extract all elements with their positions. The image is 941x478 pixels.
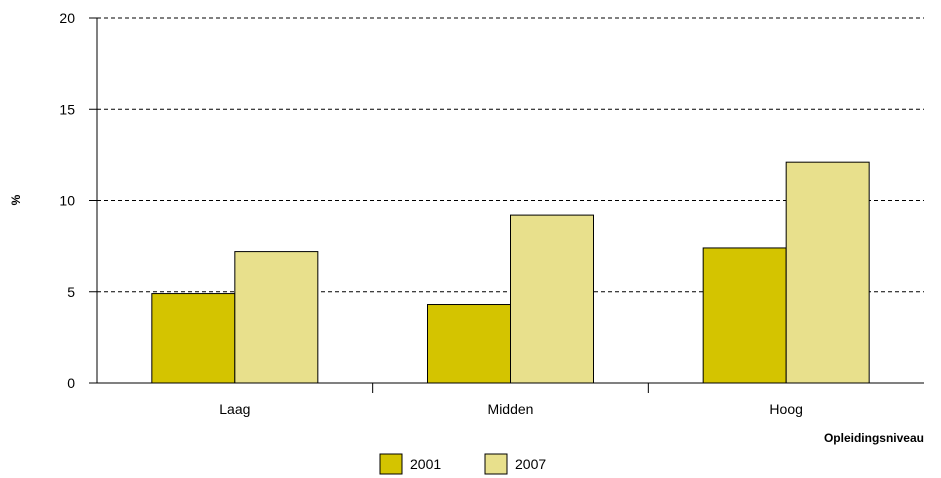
x-tick-label: Hoog — [769, 401, 802, 417]
legend-label: 2007 — [515, 456, 546, 472]
bar-2007-Hoog — [785, 161, 870, 384]
y-tick-label: 20 — [59, 10, 75, 26]
bar-2001-Hoog — [702, 247, 787, 384]
y-tick-label: 5 — [67, 284, 75, 300]
legend: 2001 2007 — [379, 453, 546, 475]
legend-swatch-2001 — [379, 453, 403, 475]
bar-2007-Laag — [234, 251, 319, 384]
y-axis-ticks: 0 5 10 15 20 — [59, 10, 97, 391]
x-axis-title: Opleidingsniveau — [824, 431, 924, 445]
y-tick-label: 15 — [59, 101, 75, 117]
y-tick-label: 10 — [59, 193, 75, 209]
bars — [151, 161, 870, 384]
x-tick-label: Midden — [488, 401, 534, 417]
y-tick-label: 0 — [67, 375, 75, 391]
bar-2001-Midden — [427, 304, 511, 384]
legend-swatch-2007 — [484, 453, 508, 475]
y-axis-title: % — [9, 194, 23, 205]
bar-2001-Laag — [151, 293, 236, 384]
x-tick-label: Laag — [219, 401, 250, 417]
legend-label: 2001 — [410, 456, 441, 472]
x-axis-ticks: Laag Midden Hoog — [219, 383, 803, 417]
bar-2007-Midden — [510, 214, 594, 384]
